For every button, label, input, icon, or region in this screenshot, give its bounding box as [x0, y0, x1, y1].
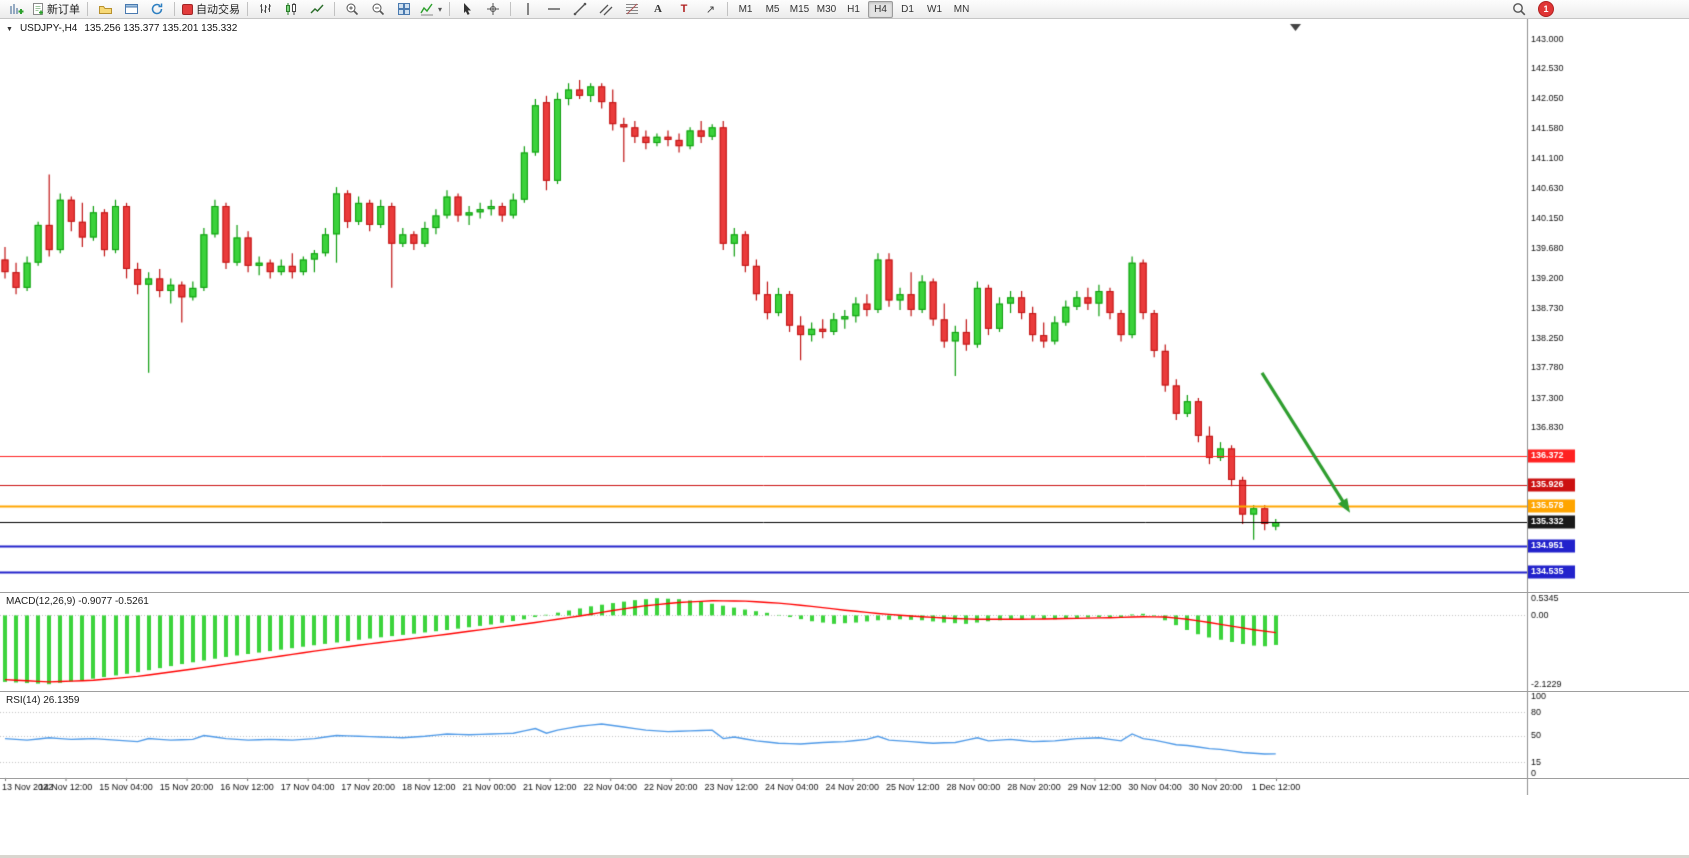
zoom-in-icon — [346, 3, 359, 16]
zoom-out-button[interactable] — [365, 0, 391, 19]
charts-window-button[interactable] — [118, 0, 144, 19]
price-chart-canvas[interactable] — [0, 19, 1689, 795]
toolbar-separator — [727, 2, 729, 16]
timeframe-buttons: M1 M5 M15 M30 H1 H4 D1 W1 MN — [732, 0, 975, 18]
tile-windows-button[interactable] — [391, 0, 417, 19]
crosshair-tool-button[interactable] — [480, 0, 506, 19]
timeframe-button-d1[interactable]: D1 — [901, 3, 914, 15]
timeframe-button-h1[interactable]: H1 — [847, 3, 860, 15]
channel-tool-button[interactable] — [593, 0, 619, 19]
fibonacci-icon — [626, 3, 639, 15]
window-bottom-edge — [0, 855, 1689, 858]
bottom-spacer — [0, 795, 1689, 855]
text-label-tool-button[interactable] — [671, 0, 697, 19]
zoom-in-button[interactable] — [339, 0, 365, 19]
timeframe-button-mn[interactable]: MN — [953, 3, 970, 15]
pane-splitter-rsi-axis[interactable] — [0, 778, 1689, 779]
autotrading-status-icon — [182, 3, 193, 15]
ohlc-values: 135.256 135.377 135.201 135.332 — [84, 23, 238, 34]
search-icon — [1513, 3, 1526, 16]
one-click-trading-toggle-icon[interactable] — [6, 23, 13, 34]
trendline-tool-button[interactable] — [567, 0, 593, 19]
toolbar-separator — [87, 2, 88, 16]
toolbar-separator — [174, 2, 175, 16]
horizontal-line-icon — [548, 8, 561, 10]
new-order-button[interactable]: 新订单 — [29, 1, 83, 18]
candlestick-chart-type-button[interactable] — [278, 0, 304, 19]
macd-indicator-label: MACD(12,26,9) -0.9077 -0.5261 — [6, 596, 149, 607]
timeframe-button-m1[interactable]: M1 — [738, 3, 753, 15]
indicators-icon — [420, 3, 433, 16]
line-chart-icon — [310, 4, 324, 14]
toolbar-separator — [510, 2, 512, 16]
crosshair-icon — [487, 3, 500, 15]
timeframe-button-h4[interactable]: H4 — [868, 0, 894, 18]
toolbar-right-group: 1 — [1506, 0, 1554, 19]
timeframe-button-w1[interactable]: W1 — [927, 3, 943, 15]
cursor-icon — [464, 3, 472, 15]
new-order-label: 新订单 — [47, 4, 80, 16]
horizontal-line-tool-button[interactable] — [541, 0, 567, 19]
timeframe-button-m5[interactable]: M5 — [765, 3, 780, 15]
text-tool-button[interactable] — [645, 0, 671, 19]
price-scale[interactable] — [1528, 19, 1689, 795]
rsi-indicator-label: RSI(14) 26.1359 — [6, 695, 80, 706]
vertical-line-tool-button[interactable] — [515, 0, 541, 19]
autotrading-button[interactable]: 自动交易 — [179, 1, 243, 18]
line-chart-type-button[interactable] — [304, 0, 330, 19]
cursor-tool-button[interactable] — [454, 0, 480, 19]
vertical-line-icon — [527, 3, 529, 15]
new-chart-icon — [10, 4, 23, 14]
channel-icon — [599, 4, 613, 16]
trendline-icon — [573, 2, 587, 16]
timeframe-button-m15[interactable]: M15 — [789, 3, 810, 15]
new-order-icon — [33, 3, 43, 15]
candlestick-chart-icon — [286, 3, 296, 15]
search-button[interactable] — [1506, 0, 1532, 19]
new-chart-button[interactable] — [3, 0, 29, 19]
bar-chart-icon — [260, 4, 271, 13]
pane-splitter-macd-rsi[interactable] — [0, 691, 1689, 692]
notification-badge[interactable]: 1 — [1538, 1, 1554, 17]
chart-window-icon — [124, 4, 138, 14]
bar-chart-type-button[interactable] — [252, 0, 278, 19]
tile-windows-icon — [398, 3, 410, 15]
toolbar-separator — [449, 2, 451, 16]
arrows-tool-button[interactable] — [697, 0, 723, 19]
fibonacci-tool-button[interactable] — [619, 0, 645, 19]
pane-splitter-main-macd[interactable] — [0, 592, 1689, 593]
time-scale[interactable] — [0, 778, 1527, 795]
chart-ohlc-header: USDJPY-,H4 135.256 135.377 135.201 135.3… — [6, 23, 237, 34]
autotrading-label: 自动交易 — [196, 4, 240, 16]
indicators-button[interactable] — [417, 0, 445, 19]
profiles-button[interactable] — [92, 0, 118, 19]
toolbar-separator — [334, 2, 335, 16]
timeframe-button-m30[interactable]: M30 — [816, 3, 837, 15]
profiles-folder-icon — [98, 6, 112, 14]
refresh-button[interactable] — [144, 0, 170, 19]
toolbar-separator — [247, 2, 248, 16]
symbol-period-label: USDJPY-,H4 — [19, 23, 78, 34]
refresh-icon — [151, 3, 163, 15]
toolbar: 新订单 自动交易 — [0, 0, 1689, 19]
zoom-out-icon — [372, 3, 385, 16]
